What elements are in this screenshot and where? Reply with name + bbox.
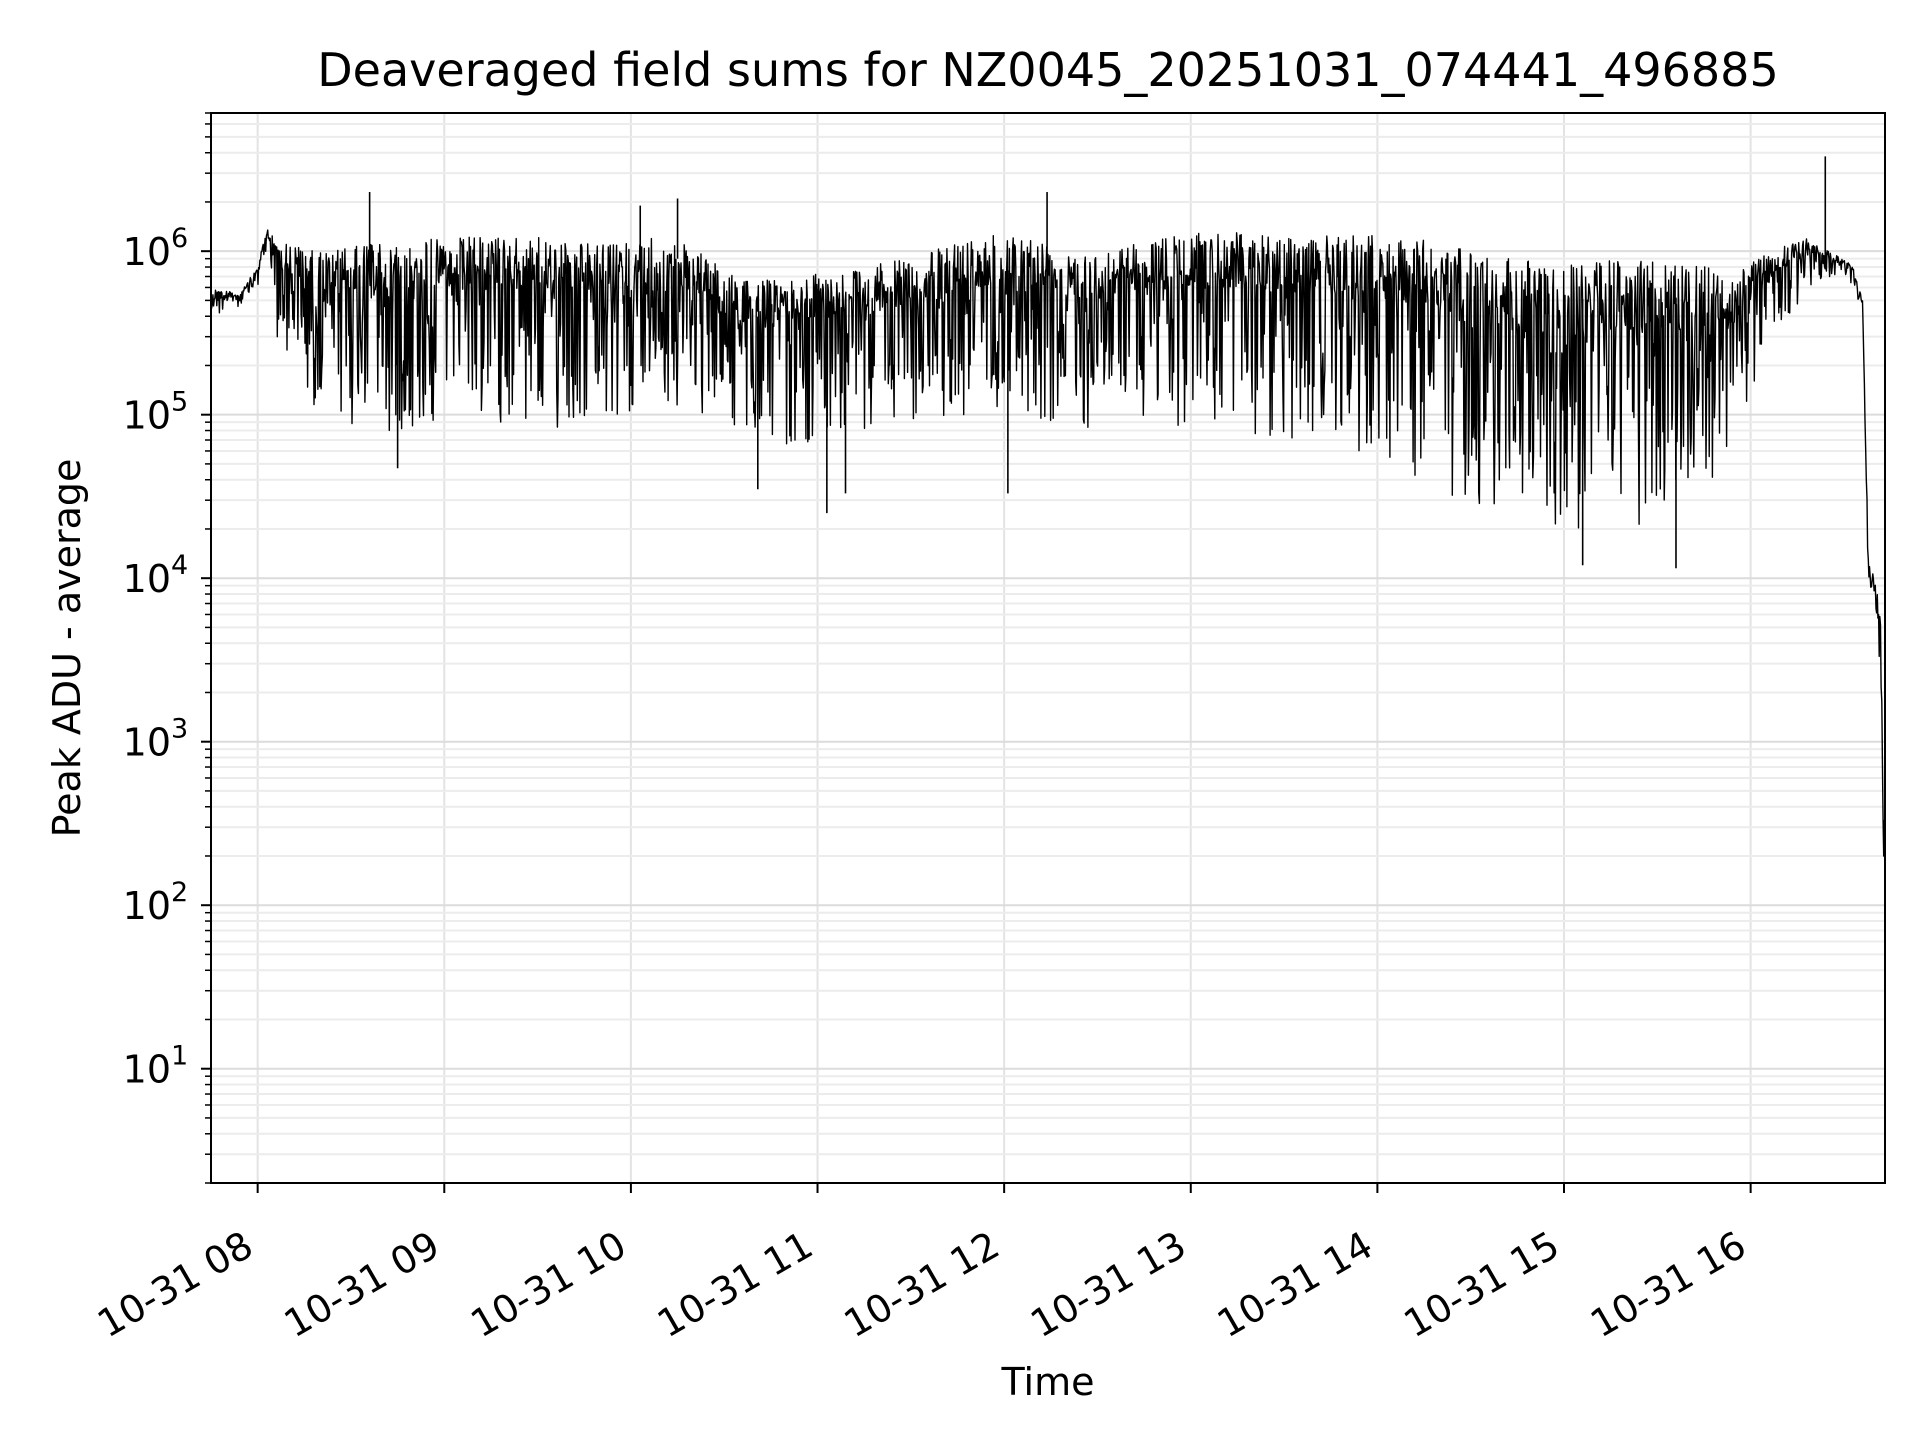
x-axis-label: Time bbox=[1001, 1360, 1095, 1404]
y-tick-base: 10 bbox=[123, 557, 171, 601]
y-tick-base: 10 bbox=[123, 230, 171, 274]
y-tick-exponent: 1 bbox=[171, 1041, 188, 1072]
y-tick-label: 10 bbox=[123, 230, 171, 274]
y-tick-exponent: 5 bbox=[171, 387, 188, 418]
y-tick-label: 10 bbox=[123, 721, 171, 765]
y-tick-base: 10 bbox=[123, 394, 171, 438]
y-tick-label: 10 bbox=[123, 884, 171, 928]
y-tick-base: 10 bbox=[123, 721, 171, 765]
y-tick-exponent: 4 bbox=[171, 550, 188, 581]
y-tick-exponent: 3 bbox=[171, 714, 188, 745]
grid bbox=[211, 112, 1885, 1184]
chart-title: Deaveraged field sums for NZ0045_2025103… bbox=[317, 43, 1778, 97]
data-series bbox=[210, 156, 1886, 908]
y-tick-base: 10 bbox=[123, 884, 171, 928]
y-tick-base: 10 bbox=[123, 1048, 171, 1092]
y-tick-exponent: 2 bbox=[171, 877, 188, 908]
y-tick-label: 10 bbox=[123, 1048, 171, 1092]
data-line bbox=[210, 229, 1886, 908]
y-axis-label: Peak ADU - average bbox=[45, 459, 89, 838]
y-tick-label: 10 bbox=[123, 394, 171, 438]
y-tick-label: 10 bbox=[123, 557, 171, 601]
plot-frame bbox=[210, 112, 1886, 1184]
y-tick-exponent: 6 bbox=[171, 223, 188, 254]
